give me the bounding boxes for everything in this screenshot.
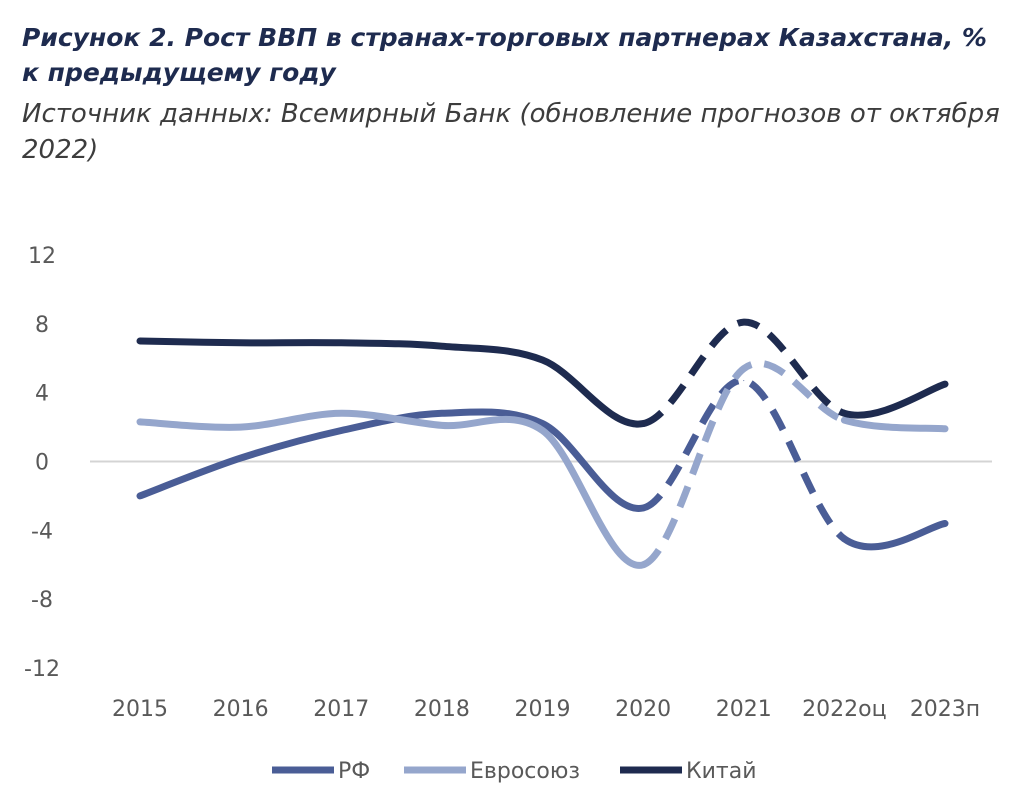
y-tick-label: 0: [35, 451, 49, 476]
data-point: [843, 412, 845, 414]
x-tick-label: 2016: [213, 697, 269, 722]
data-point: [944, 383, 946, 385]
x-tick-label: 2022оц: [802, 697, 886, 722]
legend-label: Китай: [686, 759, 757, 784]
y-tick-label: 4: [35, 382, 49, 407]
x-axis-ticks: 2015 2016 2017 2018 2019 2020 2021 2022оц 2023п: [112, 697, 980, 722]
data-point: [340, 430, 342, 432]
data-point: [240, 342, 242, 344]
data-point: [340, 412, 342, 414]
chart-title: Рисунок 2. Рост ВВП в странах-торговых п…: [22, 23, 987, 87]
series-line-solid: [840, 380, 949, 419]
y-tick-label: 8: [35, 313, 49, 338]
x-tick-label: 2018: [414, 697, 470, 722]
series-1: [136, 359, 949, 569]
series-layer: [136, 318, 949, 569]
series-line-solid: [840, 416, 949, 433]
x-tick-label: 2020: [615, 697, 671, 722]
legend: РФ Евросоюз Китай: [272, 759, 757, 784]
data-point: [944, 428, 946, 430]
data-point: [642, 423, 644, 425]
series-line-solid: [136, 337, 647, 428]
data-point: [340, 342, 342, 344]
y-tick-label: 12: [28, 244, 56, 269]
data-point: [743, 368, 745, 370]
series-2: [136, 318, 949, 428]
data-point: [240, 426, 242, 428]
data-point: [743, 321, 745, 323]
data-point: [139, 340, 141, 342]
legend-label: Евросоюз: [470, 759, 580, 784]
data-point: [240, 457, 242, 459]
data-point: [944, 522, 946, 524]
series-line-solid: [840, 520, 949, 551]
data-point: [642, 564, 644, 566]
data-point: [542, 430, 543, 432]
y-tick-label: -4: [31, 519, 53, 544]
data-point: [441, 412, 443, 414]
data-point: [542, 423, 543, 425]
data-point: [642, 507, 644, 509]
data-point: [542, 359, 543, 361]
series-line-solid: [136, 409, 647, 569]
x-tick-label: 2021: [716, 697, 772, 722]
data-point: [139, 421, 141, 423]
data-point: [743, 380, 745, 382]
data-point: [843, 538, 845, 540]
legend-label: РФ: [338, 759, 370, 784]
x-tick-label: 2023п: [910, 697, 980, 722]
y-axis-ticks: 12 8 4 0 -4 -8 -12: [24, 244, 60, 682]
data-point: [441, 424, 443, 426]
chart-subtitle: Источник данных: Всемирный Банк (обновле…: [22, 99, 1000, 165]
x-tick-label: 2015: [112, 697, 168, 722]
x-tick-label: 2017: [313, 697, 369, 722]
data-point: [139, 495, 141, 497]
y-tick-label: -12: [24, 657, 60, 682]
series-line-dashed: [641, 359, 846, 569]
series-line-dashed: [641, 377, 847, 542]
data-point: [441, 345, 443, 347]
data-point: [843, 419, 845, 421]
x-tick-label: 2019: [515, 697, 571, 722]
y-tick-label: -8: [31, 588, 53, 613]
